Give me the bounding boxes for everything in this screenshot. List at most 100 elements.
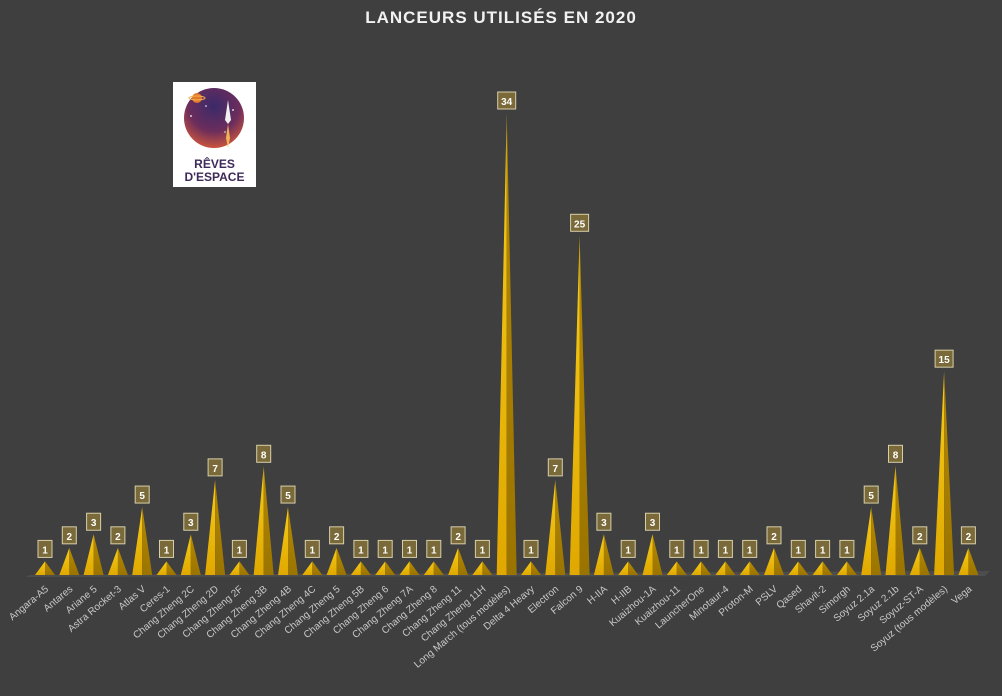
bar-spike-face: [35, 561, 45, 575]
bar-spike-shade: [482, 561, 493, 575]
bar-spike-shade: [69, 547, 80, 575]
bar-39: 2 Vega: [950, 526, 979, 607]
data-label-box: [37, 539, 53, 558]
data-label-box: [717, 539, 733, 558]
data-label: 2: [115, 532, 121, 543]
data-label: 1: [480, 545, 486, 556]
data-label: 1: [674, 545, 680, 556]
bar-spike-shade: [944, 371, 955, 575]
data-label: 1: [820, 545, 826, 556]
bar-spike-face: [836, 561, 847, 575]
data-label: 1: [382, 545, 388, 556]
bar-spike-face: [642, 534, 653, 575]
bar-spike-shade: [506, 113, 517, 575]
data-label-box: [256, 444, 272, 463]
data-label-box: [693, 539, 709, 558]
bar-spike-shade: [45, 561, 55, 575]
data-label: 1: [407, 545, 413, 556]
data-label-box: [863, 485, 879, 504]
data-label-box: [377, 539, 393, 558]
data-label-box: [645, 512, 660, 531]
bar-spike-face: [788, 561, 799, 575]
data-label-box: [61, 526, 77, 545]
data-label: 7: [212, 464, 218, 475]
bar-spike-shade: [312, 561, 323, 575]
data-label-box: [402, 539, 417, 558]
data-label: 2: [966, 532, 972, 543]
data-label-box: [474, 539, 490, 558]
data-label: 1: [528, 545, 534, 556]
x-tick-label: H-IIA: [585, 584, 610, 607]
data-label-box: [570, 213, 590, 232]
data-label: 25: [574, 219, 586, 230]
data-label-box: [523, 539, 539, 558]
bar-spike-shade: [93, 534, 104, 575]
data-label: 1: [310, 545, 316, 556]
bar-spike-face: [739, 561, 750, 575]
bar-spike-shade: [652, 534, 663, 575]
data-label: 1: [747, 545, 753, 556]
data-label-box: [426, 539, 442, 558]
bar-spike-shade: [919, 547, 930, 575]
data-label-box: [839, 539, 855, 558]
bar-spike-shade: [215, 479, 226, 575]
data-label: 1: [844, 545, 850, 556]
bar-spike-face: [326, 547, 337, 575]
bar-spike-face: [302, 561, 313, 575]
bar-spike-face: [812, 561, 823, 575]
data-label-box: [110, 526, 126, 545]
data-label: 7: [553, 464, 559, 475]
data-label: 5: [285, 491, 291, 502]
data-label: 1: [431, 545, 437, 556]
data-label-box: [497, 91, 517, 110]
bar-spike-face: [909, 547, 920, 575]
data-label: 1: [796, 545, 802, 556]
bar-spike-face: [350, 561, 361, 575]
bar-spike-shade: [190, 534, 201, 575]
bar-spike-shade: [117, 547, 128, 575]
data-label: 8: [893, 450, 899, 461]
data-label-box: [790, 539, 806, 558]
data-label-box: [669, 539, 685, 558]
bar-spike-shade: [579, 235, 590, 575]
bar-spike-shade: [458, 547, 469, 575]
data-label: 3: [91, 518, 97, 529]
data-label-box: [353, 539, 369, 558]
bar-spike-face: [278, 507, 288, 575]
bar-spike-face: [521, 561, 531, 575]
bar-spike-face: [59, 547, 70, 575]
bar-spike-shade: [142, 507, 153, 575]
data-label: 1: [237, 545, 243, 556]
bar-spike-face: [107, 547, 118, 575]
bar-spike-face: [691, 561, 702, 575]
data-label-box: [912, 526, 928, 545]
bar-spike-shade: [701, 561, 712, 575]
bar-spike-shade: [895, 466, 906, 575]
data-label-box: [888, 444, 903, 463]
bar-spike-face: [666, 561, 677, 575]
logo-line-1: RÊVES: [194, 157, 235, 171]
bar-spike-face: [496, 113, 507, 575]
bar-spike-shade: [798, 561, 809, 575]
x-tick-label: Vega: [950, 584, 975, 607]
data-label: 1: [723, 545, 729, 556]
bar-spike-face: [132, 507, 143, 575]
data-label-box: [742, 539, 758, 558]
bar-spike-shade: [676, 561, 687, 575]
data-label-box: [815, 539, 831, 558]
data-label: 1: [164, 545, 170, 556]
data-label-box: [183, 512, 199, 531]
data-label: 1: [625, 545, 631, 556]
bar-spike-shade: [409, 561, 420, 575]
data-label-box: [304, 539, 320, 558]
bar-spike-shade: [336, 547, 347, 575]
data-label: 2: [455, 532, 461, 543]
bar-spike-face: [180, 534, 191, 575]
data-label: 1: [42, 545, 48, 556]
bar-spike-face: [618, 561, 629, 575]
data-label: 1: [358, 545, 364, 556]
bar-spike-face: [764, 547, 774, 575]
rocket-icon: [184, 88, 244, 148]
data-label-box: [134, 485, 150, 504]
